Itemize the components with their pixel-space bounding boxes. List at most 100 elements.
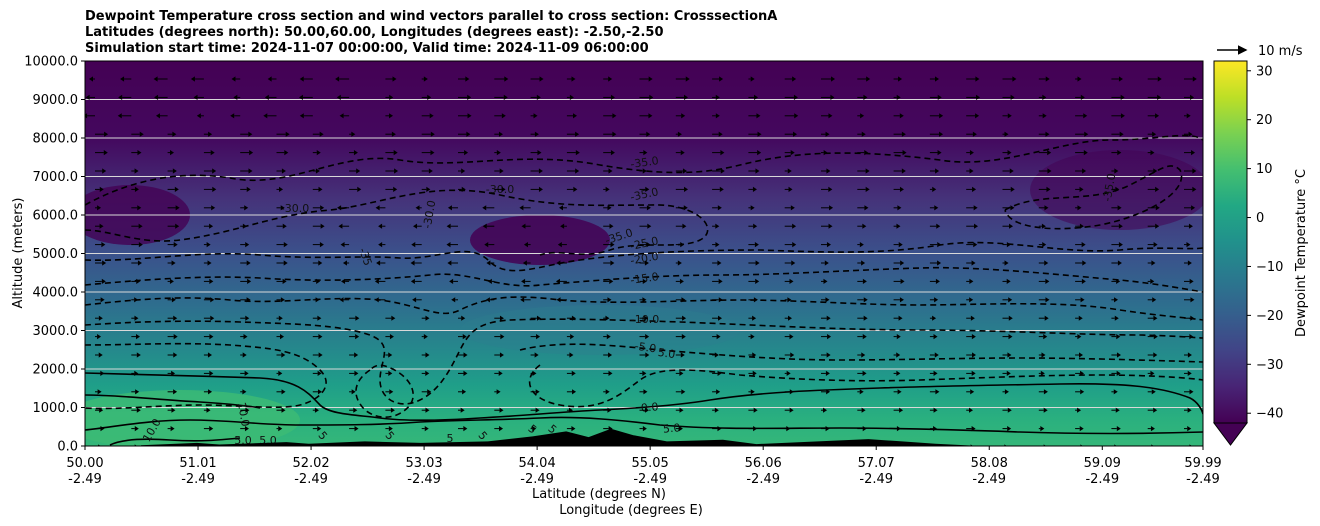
wind-vector-head xyxy=(793,131,798,137)
wind-vector-head xyxy=(341,278,346,284)
wind-vector-head xyxy=(1040,370,1045,376)
wind-vector-head xyxy=(430,131,435,137)
wind-vector-head xyxy=(447,205,452,211)
wind-vector-head xyxy=(298,94,303,100)
colorbar: 30 20 10 0 −10 −20 −30 −40 Dewpoint Temperature… xyxy=(1213,60,1309,446)
wind-vector-head xyxy=(378,223,383,229)
wind-vector-head xyxy=(859,389,864,395)
wind-vector-head xyxy=(790,205,795,211)
wind-vector-head xyxy=(937,94,942,100)
x-tick-label-longitude: -2.49 xyxy=(972,472,1006,487)
wind-vector-head xyxy=(568,407,573,413)
wind-vector-head xyxy=(645,334,650,340)
wind-vector-head xyxy=(1113,389,1118,395)
wind-vector-head xyxy=(935,389,940,395)
wind-vector-head xyxy=(971,334,976,340)
wind-vector-head xyxy=(682,168,687,174)
wind-vector-head xyxy=(718,278,723,284)
wind-vector-head xyxy=(1192,76,1197,82)
wind-vector-head xyxy=(375,205,380,211)
wind-vector-head xyxy=(100,370,105,376)
wind-vector-head xyxy=(1188,223,1193,229)
wind-vector-head xyxy=(318,334,323,340)
wind-vector-head xyxy=(1007,352,1012,358)
wind-vector-head xyxy=(1155,186,1160,192)
wind-vector-head xyxy=(570,334,575,340)
contour-label: -30.0 xyxy=(421,199,439,229)
wind-vector-head xyxy=(354,370,359,376)
wind-vector-head xyxy=(393,186,398,192)
wind-vector-head xyxy=(786,426,791,432)
wind-vector-head xyxy=(242,389,247,395)
wind-vector-head xyxy=(299,76,304,82)
wind-vector-head xyxy=(340,242,345,248)
wind-vector-head xyxy=(1118,242,1123,248)
wind-vector-head xyxy=(715,223,720,229)
wind-vector-head xyxy=(97,334,102,340)
contour-label: -35.0 xyxy=(629,185,660,204)
wind-vector-head xyxy=(499,407,504,413)
wind-vector-head xyxy=(572,389,577,395)
wind-vector-head xyxy=(862,278,867,284)
wind-vector-head xyxy=(826,242,831,248)
wind-vector-head xyxy=(1047,150,1052,156)
contour-line xyxy=(85,372,1203,422)
contour-label: -20.0 xyxy=(629,250,659,268)
wind-vector-head xyxy=(319,242,324,248)
wind-vector-head xyxy=(464,150,469,156)
wind-vector-head xyxy=(1192,168,1197,174)
wind-vector-head xyxy=(1008,315,1013,321)
wind-vector-head xyxy=(499,168,504,174)
y-axis-label: Altitude (meters) xyxy=(11,198,26,309)
wind-vector-head xyxy=(789,278,794,284)
wind-vector-head xyxy=(460,407,465,413)
wind-vector-head xyxy=(971,426,976,432)
wind-vector-head xyxy=(284,150,289,156)
wind-vector-head xyxy=(336,94,341,100)
wind-vector-head xyxy=(355,315,360,321)
wind-vector-head xyxy=(1045,131,1050,137)
wind-vector-head xyxy=(825,426,830,432)
wind-vector-head xyxy=(1186,242,1191,248)
wind-vector-head xyxy=(1077,407,1082,413)
wind-vector-head xyxy=(684,94,689,100)
wind-vector-head xyxy=(935,76,940,82)
contour-label: -25.0 xyxy=(629,234,660,253)
wind-vector-head xyxy=(463,426,468,432)
contour-line xyxy=(355,364,414,418)
wind-vector-head xyxy=(533,113,538,119)
wind-vector-head xyxy=(209,334,214,340)
wind-vector-head xyxy=(824,260,829,266)
x-tick-label-latitude: 51.01 xyxy=(179,456,216,471)
wind-vector-head xyxy=(245,407,250,413)
wind-vector-head xyxy=(100,426,105,432)
wind-vector-head xyxy=(389,113,394,119)
wind-vector-head xyxy=(427,94,432,100)
colorbar-gradient xyxy=(1213,60,1248,424)
wind-vector-head xyxy=(410,278,415,284)
wind-vector-head xyxy=(680,150,685,156)
wind-vector-head xyxy=(1004,260,1009,266)
x-tick-label-longitude: -2.49 xyxy=(181,472,215,487)
wind-vector-head xyxy=(314,407,319,413)
contour-line xyxy=(85,394,261,409)
wind-vector-head xyxy=(575,131,580,137)
wind-vector-head xyxy=(425,407,430,413)
wind-vector-head xyxy=(211,205,216,211)
wind-vector-head xyxy=(496,150,501,156)
wind-vector-head xyxy=(101,242,106,248)
wind-vector-head xyxy=(1117,205,1122,211)
wind-vector-head xyxy=(463,370,468,376)
wind-vector-head xyxy=(679,407,684,413)
colorbar-tick-label: −10 xyxy=(1256,260,1283,275)
wind-vector-head xyxy=(532,370,537,376)
wind-vector-head xyxy=(647,223,652,229)
wind-vector-head xyxy=(1155,223,1160,229)
wind-vector-head xyxy=(532,426,537,432)
wind-vector-head xyxy=(786,370,791,376)
wind-vector-head xyxy=(1150,426,1155,432)
wind-vector-head xyxy=(1079,186,1084,192)
wind-vector-head xyxy=(1043,389,1048,395)
x-axis-label-latitude: Latitude (degrees N) xyxy=(532,487,666,502)
wind-vector-head xyxy=(969,278,974,284)
